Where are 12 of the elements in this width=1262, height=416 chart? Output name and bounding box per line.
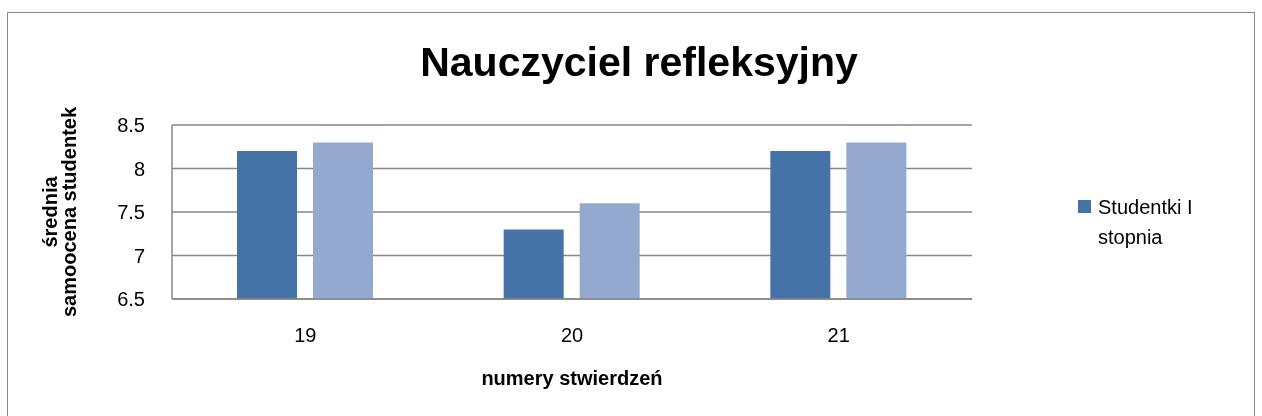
x-tick-label: 20 — [560, 324, 584, 347]
x-tick-label: 21 — [827, 324, 850, 347]
x-tick-label: 19 — [294, 324, 317, 347]
y-tick-label: 8.5 — [117, 114, 145, 137]
chart-title: Nauczyciel refleksyjny — [419, 38, 859, 86]
y-tick-label: 8 — [133, 157, 145, 180]
legend-label: Studentki I stopnia — [1098, 195, 1194, 250]
y-tick-label: 6.5 — [117, 288, 145, 311]
y-tick-label: 7 — [133, 244, 145, 267]
y-axis-title: średnia samoocena studentek — [38, 106, 80, 318]
y-tick-label: 7.5 — [117, 201, 145, 224]
x-axis-title: numery stwierdzeń — [481, 367, 663, 389]
